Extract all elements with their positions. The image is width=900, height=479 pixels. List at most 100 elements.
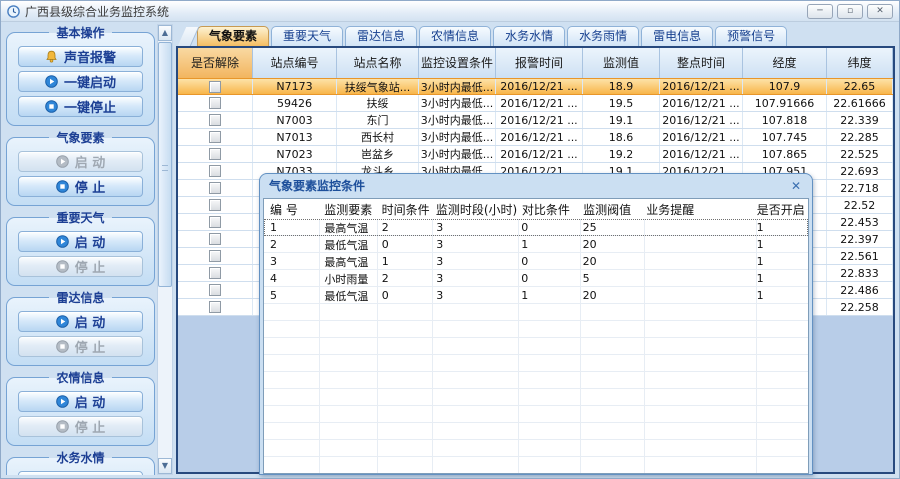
cell-dismiss [178,146,253,162]
row-checkbox[interactable] [209,199,221,211]
tab-3[interactable]: 农情信息 [419,26,492,46]
row-checkbox[interactable] [209,114,221,126]
cell-alarm_time: 2016/12/21 ... [496,129,583,145]
row-checkbox[interactable] [209,216,221,228]
cell-station: N7023 [253,146,337,162]
dialog-row[interactable]: 3 最高气温 1 3 0 20 1 [264,253,808,270]
sidebar-button-label: 停 止 [74,261,106,276]
cell-dismiss [178,180,253,196]
cell-condition: 3小时内最低... [419,95,496,111]
cell-station: N7013 [253,129,337,145]
column-header[interactable]: 监控设置条件 [419,48,496,78]
dialog-row[interactable]: 1 最高气温 2 3 0 25 1 [264,219,808,236]
column-header[interactable]: 纬度 [827,48,893,78]
tab-2[interactable]: 雷达信息 [345,26,418,46]
dialog-cell: 3 [436,221,444,234]
close-button[interactable]: ✕ [867,4,893,19]
sidebar-button[interactable]: 停 止 [18,176,143,197]
dialog-close-icon[interactable]: ✕ [790,178,801,193]
dialog-cell: 3 [436,272,444,285]
scroll-up-icon[interactable]: ▲ [158,25,172,41]
column-header[interactable]: 站点名称 [337,48,419,78]
table-row[interactable]: 59426 扶绥 3小时内最低... 2016/12/21 ... 19.5 2016/1… [178,95,893,112]
dialog-grid: 1 最高气温 2 3 0 25 1 2 最低气温 0 3 1 20 1 3 最高气温 1 3 0 20 1 4 小时雨量 2 3… [264,219,808,473]
play-icon [55,155,69,168]
scrollbar-thumb[interactable] [158,42,172,287]
sidebar-button[interactable]: 一键停止 [18,96,143,117]
dialog-title-bar[interactable]: 气象要素监控条件 ✕ [263,174,809,197]
dialog-column-separator [432,219,433,473]
tab-5[interactable]: 水务雨情 [567,26,640,46]
play-icon [55,235,69,248]
row-checkbox[interactable] [209,284,221,296]
tab-4[interactable]: 水务水情 [493,26,566,46]
dialog-column-separator [756,219,757,473]
row-checkbox[interactable] [209,250,221,262]
table-row[interactable]: N7013 西长村 3小时内最低... 2016/12/21 ... 18.6 2016/… [178,129,893,146]
dialog-row[interactable]: 5 最低气温 0 3 1 20 1 [264,287,808,304]
sidebar-button[interactable]: 启 动 [18,391,143,412]
cell-name: 岜盆乡 [337,146,419,162]
cell-lat: 22.718 [827,180,893,196]
maximize-button[interactable]: ▫ [837,4,863,19]
table-row[interactable]: N7173 扶绥气象站... 3小时内最低... 2016/12/21 ... 18.9… [178,78,893,95]
column-header[interactable]: 监测值 [583,48,660,78]
tab-7[interactable]: 预警信号 [715,26,788,46]
cell-alarm_time: 2016/12/21 ... [496,146,583,162]
row-checkbox[interactable] [209,148,221,160]
cell-lat: 22.561 [827,248,893,264]
sidebar-button[interactable]: 停 止 [18,336,143,357]
dialog-column-header: 监测要素 [324,202,373,217]
sidebar-button-label: 启 动 [74,156,106,171]
table-row[interactable]: N7023 岜盆乡 3小时内最低... 2016/12/21 ... 19.2 2016/… [178,146,893,163]
sidebar-button[interactable]: 启 动 [18,151,143,172]
row-checkbox[interactable] [209,80,221,93]
sidebar-button[interactable]: 启 动 [18,311,143,332]
cell-name: 扶绥 [337,95,419,111]
dialog-column-header: 监测时段(小时) [435,202,518,217]
row-checkbox[interactable] [209,233,221,245]
column-header[interactable]: 站点编号 [253,48,337,78]
sidebar-button[interactable]: 启 动 [18,471,143,475]
sidebar-button[interactable]: 一键启动 [18,71,143,92]
sidebar-button[interactable]: 启 动 [18,231,143,252]
column-header[interactable]: 是否解除 [178,48,253,78]
sidebar-button-label: 声音报警 [63,51,116,66]
minimize-button[interactable]: ─ [807,4,833,19]
cell-name: 扶绥气象站... [337,79,419,94]
row-checkbox[interactable] [209,97,221,109]
dialog-column-header: 监测阀值 [583,202,632,217]
row-checkbox[interactable] [209,131,221,143]
cell-lon [743,214,827,230]
sidebar-button[interactable]: 声音报警 [18,46,143,67]
column-header[interactable]: 经度 [743,48,827,78]
scroll-down-icon[interactable]: ▼ [158,458,172,474]
dialog-column-separator [518,219,519,473]
dialog-cell: 2 [270,238,277,251]
tab-1[interactable]: 重要天气 [271,26,344,46]
cell-lon: 107.9 [743,79,827,94]
sidebar-button[interactable]: 停 止 [18,256,143,277]
row-checkbox[interactable] [209,182,221,194]
sidebar-button-label: 停 止 [74,421,106,436]
column-header[interactable]: 整点时间 [660,48,743,78]
play-icon [55,395,69,408]
row-checkbox[interactable] [209,267,221,279]
table-row[interactable]: N7003 东门 3小时内最低... 2016/12/21 ... 19.1 2016/1… [178,112,893,129]
tab-6[interactable]: 雷电信息 [641,26,714,46]
row-checkbox[interactable] [209,301,221,313]
sidebar-button[interactable]: 停 止 [18,416,143,437]
cell-lat: 22.258 [827,299,893,315]
cell-lon [743,299,827,315]
tab-0[interactable]: 气象要素 [197,26,270,46]
dialog-row[interactable]: 2 最低气温 0 3 1 20 1 [264,236,808,253]
cell-dismiss [178,248,253,264]
dialog-cell: 20 [582,255,597,268]
dialog-cell: 20 [582,238,597,251]
row-checkbox[interactable] [209,165,221,177]
cell-dismiss [178,79,253,94]
cell-dismiss [178,214,253,230]
dialog-row[interactable]: 4 小时雨量 2 3 0 5 1 [264,270,808,287]
column-header[interactable]: 报警时间 [496,48,583,78]
dialog-cell: 20 [582,289,597,302]
